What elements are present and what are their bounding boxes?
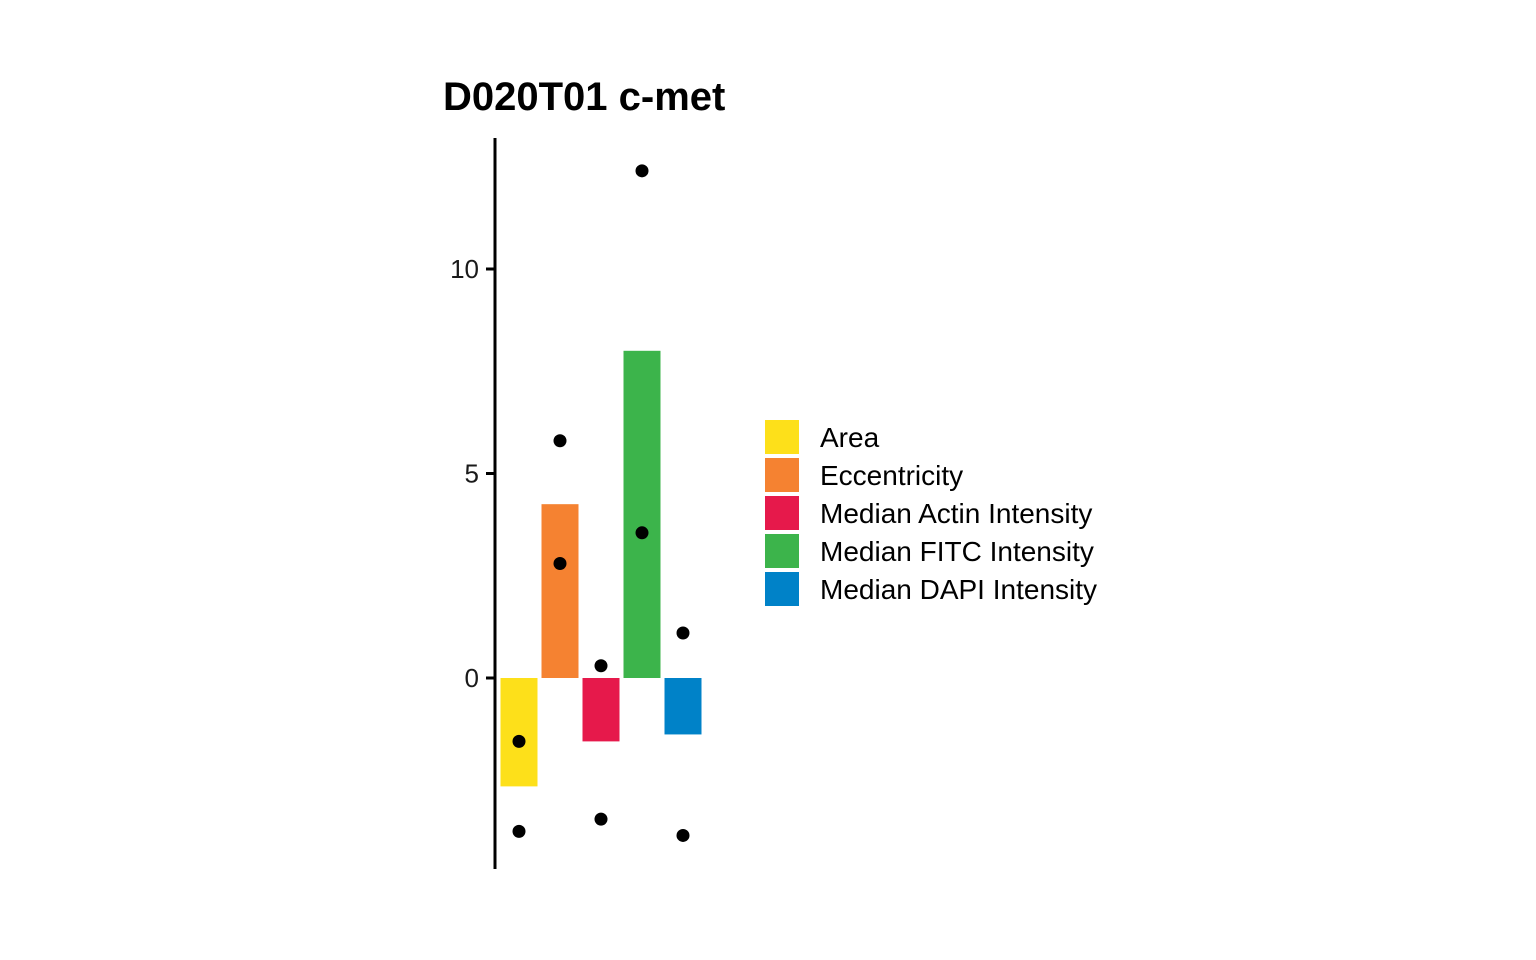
data-point (553, 434, 567, 448)
legend-key (765, 572, 799, 606)
data-point (635, 164, 649, 178)
data-point (676, 828, 690, 842)
legend-label: Median FITC Intensity (820, 536, 1094, 567)
data-point (594, 812, 608, 826)
legend-key (765, 534, 799, 568)
legend-key (765, 458, 799, 492)
legend-key (765, 420, 799, 454)
data-point (512, 824, 526, 838)
y-tick-label: 0 (465, 663, 479, 693)
y-tick-label: 10 (450, 254, 479, 284)
legend-label: Median Actin Intensity (820, 498, 1092, 529)
y-axis-ticks: 0 5 10 (450, 254, 495, 693)
bar (664, 678, 702, 735)
legend-label: Median DAPI Intensity (820, 574, 1097, 605)
y-tick-label: 5 (465, 459, 479, 489)
data-point (594, 659, 608, 673)
data-point (635, 526, 649, 540)
chart-title: D020T01 c-met (443, 75, 725, 119)
data-point (553, 556, 567, 570)
legend-label: Eccentricity (820, 460, 963, 491)
bar (500, 678, 538, 787)
bar (582, 678, 620, 742)
legend-key (765, 496, 799, 530)
legend-label: Area (820, 422, 880, 453)
legend: Area Eccentricity Median Actin Intensity Me… (765, 420, 1097, 606)
bar (541, 504, 579, 678)
points (512, 164, 690, 842)
data-point (512, 734, 526, 748)
bars (500, 350, 702, 787)
bar (623, 350, 661, 678)
data-point (676, 626, 690, 640)
